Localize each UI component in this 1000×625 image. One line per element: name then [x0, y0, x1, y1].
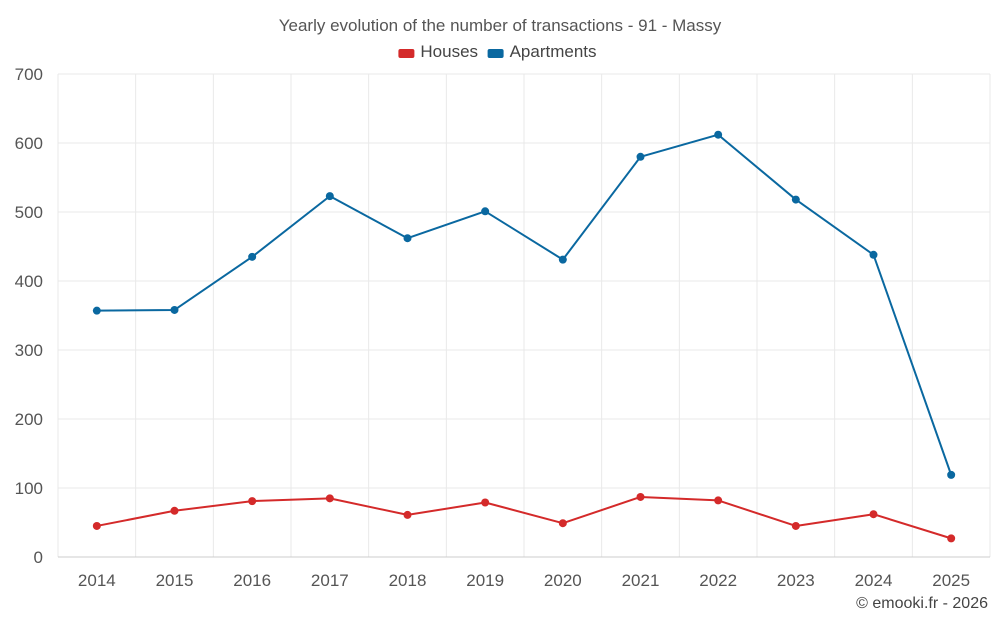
data-point-houses: [869, 510, 878, 519]
series-line-houses: [96, 495, 952, 540]
data-point-houses: [791, 521, 800, 530]
data-point-apartments: [636, 152, 645, 161]
data-point-houses: [248, 497, 257, 506]
legend: Houses Apartments: [398, 42, 597, 61]
data-point-apartments: [869, 250, 878, 259]
data-point-houses: [558, 519, 567, 528]
grid: [57, 73, 991, 558]
legend-label-apartments: Apartments: [510, 42, 597, 61]
data-point-houses: [403, 510, 412, 519]
x-axis: 2014 2015 2016 2017 2018 2019 2020 2021 2022 2023…: [58, 556, 990, 590]
data-point-apartments: [947, 470, 956, 479]
y-tick-label: 400: [15, 272, 43, 291]
data-point-houses: [714, 496, 723, 505]
credit-text: © emooki.fr - 2026: [856, 595, 988, 612]
y-tick-label: 600: [15, 134, 43, 153]
x-tick-label: 2016: [233, 571, 271, 590]
data-point-apartments: [248, 252, 257, 261]
y-tick-label: 700: [15, 65, 43, 84]
x-tick-label: 2015: [156, 571, 194, 590]
y-tick-label: 200: [15, 410, 43, 429]
data-point-houses: [92, 521, 101, 530]
y-tick-label: 300: [15, 341, 43, 360]
data-point-houses: [636, 492, 645, 501]
y-axis: 0 100 200 300 400 500 600 700: [15, 65, 43, 567]
data-point-houses: [325, 494, 334, 503]
series-group: [92, 130, 956, 543]
x-tick-label: 2024: [855, 571, 893, 590]
legend-label-houses: Houses: [420, 42, 478, 61]
x-tick-label: 2017: [311, 571, 349, 590]
chart-title: Yearly evolution of the number of transa…: [279, 16, 722, 35]
x-tick-label: 2014: [78, 571, 116, 590]
data-point-apartments: [558, 255, 567, 264]
data-point-houses: [947, 534, 956, 543]
data-point-apartments: [481, 207, 490, 216]
data-point-apartments: [170, 305, 179, 314]
data-point-apartments: [92, 306, 101, 315]
data-point-apartments: [791, 195, 800, 204]
series-line-apartments: [96, 133, 953, 476]
x-tick-label: 2025: [932, 571, 970, 590]
y-tick-label: 0: [34, 548, 43, 567]
data-point-apartments: [403, 234, 412, 243]
x-tick-label: 2019: [466, 571, 504, 590]
x-tick-label: 2018: [389, 571, 427, 590]
y-tick-label: 100: [15, 479, 43, 498]
y-tick-label: 500: [15, 203, 43, 222]
data-point-apartments: [325, 192, 334, 201]
x-tick-label: 2022: [699, 571, 737, 590]
data-point-houses: [481, 498, 490, 507]
x-tick-label: 2021: [622, 571, 660, 590]
x-tick-label: 2023: [777, 571, 815, 590]
legend-swatch-houses: [398, 49, 415, 58]
data-point-apartments: [714, 130, 723, 139]
x-tick-label: 2020: [544, 571, 582, 590]
legend-swatch-apartments: [487, 49, 504, 58]
data-point-houses: [170, 506, 179, 515]
